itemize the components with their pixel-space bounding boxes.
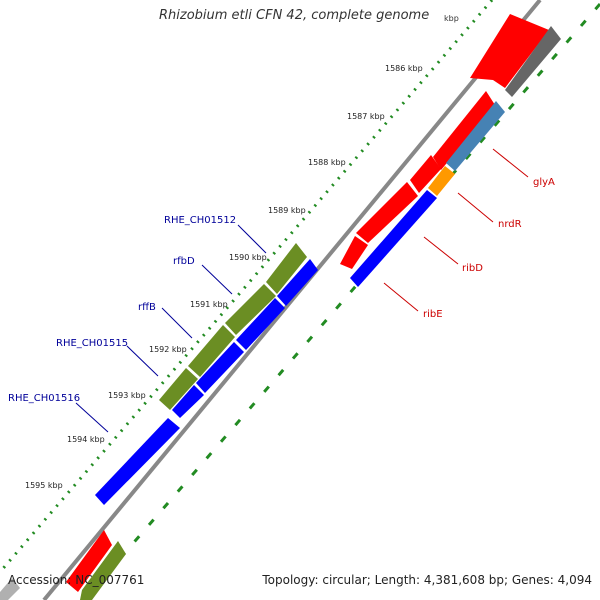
tick-label: 1592 kbp	[149, 345, 187, 354]
gene-RHE_CH01512[interactable]	[266, 243, 307, 294]
gene-rffB[interactable]	[188, 325, 235, 377]
bottom-genes	[0, 530, 126, 600]
gene-nrdR[interactable]	[428, 166, 455, 196]
scale-dashed-track	[82, 3, 600, 600]
right-gene-labels: glyA nrdR ribD ribE	[423, 177, 555, 320]
left-gene-labels: RHE_CH01512 rfbD rffB RHE_CH01515 RHE_CH…	[8, 215, 236, 404]
gene-red-4[interactable]	[356, 182, 418, 243]
gene-label-rfbD[interactable]: rfbD	[173, 256, 195, 267]
gene-blue-1[interactable]	[277, 259, 318, 306]
gene-RHE_CH01515[interactable]	[159, 368, 198, 410]
tick-label: 1588 kbp	[308, 158, 346, 167]
right-leaders	[383, 148, 529, 312]
tick-label: 1586 kbp	[385, 64, 423, 73]
tick-label: 1591 kbp	[190, 300, 228, 309]
leader-rffB	[161, 307, 193, 339]
leader-RHE_CH01512	[237, 224, 267, 254]
tick-label: 1590 kbp	[229, 253, 267, 262]
scale-dotted-track	[0, 0, 494, 573]
gene-gray-bottom[interactable]	[0, 578, 20, 600]
accession-label: Accession: NC_007761	[8, 573, 145, 587]
tick-label: 1595 kbp	[25, 481, 63, 490]
tick-label: 1594 kbp	[67, 435, 105, 444]
gene-blue-2[interactable]	[236, 298, 285, 350]
gene-glyA[interactable]	[446, 101, 505, 171]
gene-label-rffB[interactable]: rffB	[138, 302, 156, 313]
gene-blue-4[interactable]	[172, 385, 204, 418]
gene-label-ribD[interactable]: ribD	[462, 263, 483, 274]
gene-ribD-ribE[interactable]	[350, 190, 437, 287]
gene-label-RHE_CH01512[interactable]: RHE_CH01512	[164, 215, 236, 226]
leader-nrdR	[457, 192, 494, 223]
leader-ribE	[383, 282, 419, 312]
forward-strand-genes	[340, 14, 561, 287]
gene-label-ribE[interactable]: ribE	[423, 309, 443, 320]
reverse-strand-genes	[95, 243, 318, 505]
left-leaders	[75, 224, 267, 433]
gene-blue-3[interactable]	[196, 342, 244, 393]
gene-rfbD[interactable]	[225, 284, 276, 335]
gene-red-5[interactable]	[340, 236, 368, 269]
gene-red-top[interactable]	[470, 14, 549, 88]
genome-backbone	[42, 0, 542, 600]
leader-glyA	[492, 148, 529, 178]
tick-label: 1589 kbp	[268, 206, 306, 215]
gene-label-RHE_CH01516[interactable]: RHE_CH01516	[8, 393, 80, 404]
tick-label: 1593 kbp	[108, 391, 146, 400]
genome-summary: Topology: circular; Length: 4,381,608 bp…	[262, 573, 592, 587]
leader-ribD	[423, 236, 459, 265]
gene-label-nrdR[interactable]: nrdR	[498, 219, 522, 230]
gene-label-glyA[interactable]: glyA	[533, 177, 555, 188]
gene-label-RHE_CH01515[interactable]: RHE_CH01515	[56, 338, 128, 349]
map-title: Rhizobium etli CFN 42, complete genome	[159, 8, 430, 23]
leader-RHE_CH01516	[75, 402, 109, 433]
leader-rfbD	[201, 264, 233, 295]
gene-red-3[interactable]	[410, 155, 441, 193]
scale-labels: 1586 kbp 1587 kbp 1588 kbp 1589 kbp 1590…	[25, 64, 423, 490]
gene-red-bottom[interactable]	[66, 530, 112, 592]
leader-RHE_CH01515	[126, 345, 159, 377]
gene-olive-bottom[interactable]	[80, 541, 126, 600]
gene-red-2[interactable]	[433, 91, 495, 170]
gene-RHE_CH01516[interactable]	[95, 418, 180, 505]
gene-gray-top[interactable]	[505, 26, 561, 97]
map-title-unit: kbp	[444, 14, 459, 23]
tick-label: 1587 kbp	[347, 112, 385, 121]
